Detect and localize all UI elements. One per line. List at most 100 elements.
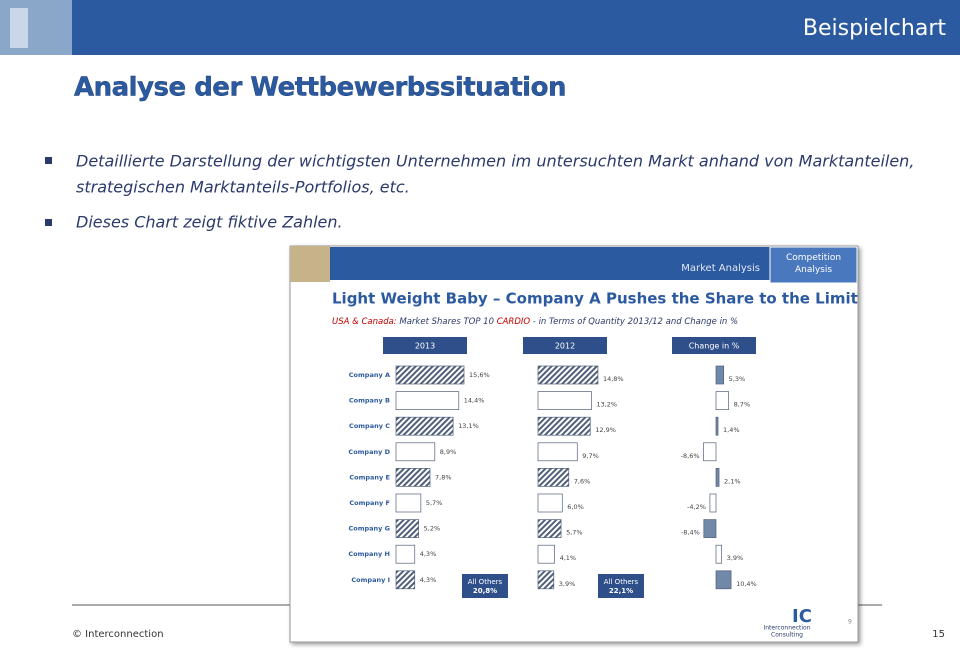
value-label: 5,2% (424, 525, 441, 533)
value-label: 7,8% (435, 473, 452, 481)
value-label: 4,1% (560, 554, 577, 562)
panel-header (523, 337, 607, 354)
others-value: 22,1% (609, 587, 633, 595)
value-label: 5,7% (426, 499, 443, 507)
slide-header (330, 247, 857, 280)
slide-tab (769, 246, 858, 284)
category-label: Company C (349, 422, 390, 430)
panel-title: 2012 (555, 342, 575, 351)
thumbnail (290, 246, 330, 282)
bar (395, 544, 416, 564)
bar (395, 442, 436, 462)
value-label: 6,0% (567, 503, 584, 511)
category-label: Company D (348, 448, 390, 456)
header-label: Beispielchart (803, 16, 946, 41)
value-label: 7,6% (574, 477, 591, 485)
bar (537, 365, 599, 385)
bar (715, 570, 732, 590)
category-label: Company G (348, 525, 390, 533)
page-title: Analyse der Wettbewerbssituation (74, 73, 566, 103)
value-label: 8,7% (734, 401, 751, 409)
slide-section: Market Analysis (681, 263, 760, 274)
category-label: Company B (349, 397, 390, 405)
bullet-text: Dieses Chart zeigt fiktive Zahlen. (76, 213, 343, 232)
value-label: 9,7% (582, 452, 599, 460)
bar (703, 442, 717, 462)
panel-header (383, 337, 467, 354)
value-label: 3,9% (727, 554, 744, 562)
bar (395, 519, 420, 538)
bar (703, 519, 717, 538)
others-label: All Others (604, 578, 639, 586)
bullet-text: strategischen Marktanteils-Portfolios, e… (76, 178, 410, 197)
value-label: 2,1% (724, 477, 741, 485)
logo: IC (792, 606, 812, 627)
category-label: Company I (351, 576, 390, 584)
panel-header (672, 337, 756, 354)
value-label: 15,6% (469, 371, 490, 379)
bar (715, 365, 725, 385)
category-label: Company A (349, 371, 390, 379)
bar (537, 416, 591, 436)
bar (537, 468, 570, 487)
logo-text: Interconnection (763, 625, 810, 632)
others-box (598, 574, 644, 598)
bullet (45, 219, 52, 226)
header-photo (10, 8, 28, 48)
bar (715, 391, 729, 410)
value-label: 10,4% (736, 580, 757, 588)
value-label: 13,1% (458, 422, 479, 430)
value-label: 3,9% (559, 580, 576, 588)
bar (537, 519, 562, 538)
value-label: -8,4% (681, 529, 700, 537)
category-label: Company H (348, 550, 390, 558)
slide-title: Light Weight Baby – Company A Pushes the… (332, 290, 858, 308)
logo-text: Consulting (771, 632, 803, 639)
bar (709, 493, 717, 513)
header-bar (0, 0, 960, 55)
value-label: 14,8% (603, 375, 624, 383)
bar (395, 365, 465, 385)
value-label: -4,2% (687, 503, 706, 511)
bar (537, 544, 555, 564)
value-label: 4,3% (420, 576, 437, 584)
slide-page: 9 (848, 619, 852, 626)
value-label: 5,7% (566, 529, 583, 537)
subtitle-part: USA & Canada: (332, 317, 397, 327)
bar (395, 570, 416, 590)
value-label: 12,9% (595, 426, 616, 434)
footer-left: © Interconnection (72, 629, 164, 640)
bar (715, 544, 723, 564)
value-label: 14,4% (464, 397, 485, 405)
others-value: 20,8% (473, 587, 497, 595)
bar (395, 416, 454, 436)
slide-tab-label: Competition Analysis (785, 253, 842, 275)
bullet-text: Detaillierte Darstellung der wichtigsten… (76, 152, 914, 171)
others-box (462, 574, 508, 598)
value-label: 4,3% (420, 550, 437, 558)
value-label: 1,4% (723, 426, 740, 434)
category-label: Company E (349, 473, 390, 481)
bar (537, 391, 592, 410)
bar (395, 391, 460, 410)
value-label: -8,6% (681, 452, 700, 460)
bar (537, 570, 555, 590)
others-label: All Others (468, 578, 503, 586)
value-label: 13,2% (596, 401, 617, 409)
slide-subtitle: USA & Canada: Market Shares TOP 10 CARDI… (332, 317, 738, 327)
category-label: Company F (349, 499, 390, 507)
bar (395, 493, 422, 513)
panel-title: 2013 (415, 342, 435, 351)
panel-title: Change in % (689, 342, 740, 351)
subtitle-part: Market Shares TOP 10 (399, 317, 494, 327)
bar (537, 442, 578, 462)
bar (715, 468, 720, 487)
bullet (45, 157, 52, 164)
subtitle-part: - in Terms of Quantity 2013/12 and Chang… (533, 317, 738, 327)
bar (395, 468, 431, 487)
bar (715, 416, 719, 436)
value-label: 5,3% (729, 375, 746, 383)
subtitle-part: CARDIO (497, 317, 531, 327)
